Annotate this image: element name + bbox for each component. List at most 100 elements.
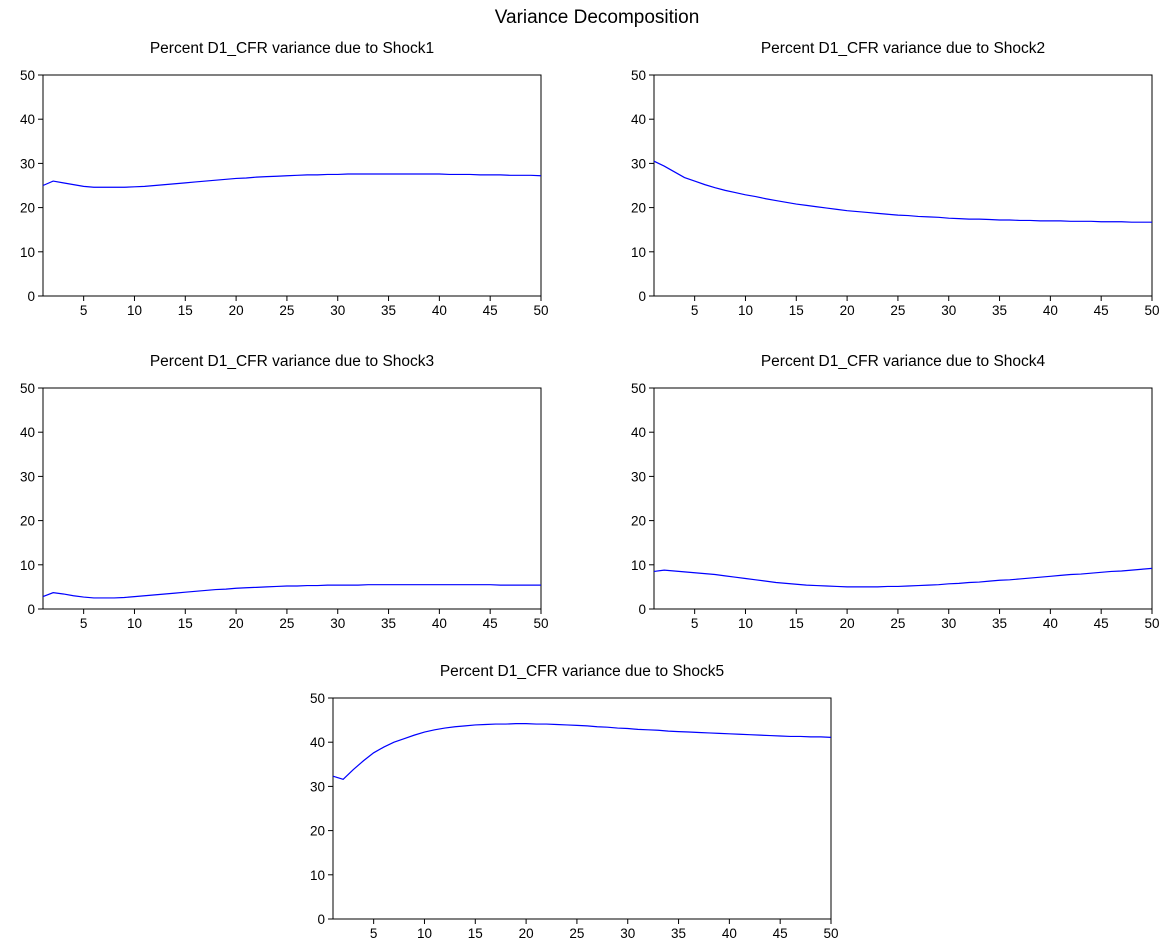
x-tick-label-1-5: 5 bbox=[80, 303, 88, 318]
y-tick-label-3-30: 30 bbox=[20, 469, 35, 484]
y-tick-label-2-20: 20 bbox=[631, 201, 646, 216]
series-line-4-1 bbox=[653, 567, 1153, 588]
y-tick-label-2-40: 40 bbox=[631, 112, 646, 127]
y-tick-label-2-50: 50 bbox=[631, 68, 646, 83]
chart-panel-2: Percent D1_CFR variance due to Shock2 0 10… bbox=[631, 40, 1160, 318]
chart-panel-4: Percent D1_CFR variance due to Shock4 0 10… bbox=[631, 353, 1160, 631]
x-tick-label-1-40: 40 bbox=[432, 303, 447, 318]
x-tick-label-2-50: 50 bbox=[1144, 303, 1159, 318]
y-tick-label-1-0: 0 bbox=[27, 289, 35, 304]
series-line-5-1 bbox=[332, 723, 832, 781]
x-tick-label-3-30: 30 bbox=[330, 616, 345, 631]
x-tick-label-5-20: 20 bbox=[519, 926, 534, 941]
y-tick-label-4-30: 30 bbox=[631, 469, 646, 484]
x-tick-label-2-5: 5 bbox=[691, 303, 699, 318]
x-tick-label-5-25: 25 bbox=[569, 926, 584, 941]
x-tick-label-1-15: 15 bbox=[178, 303, 193, 318]
x-tick-label-5-45: 45 bbox=[773, 926, 788, 941]
y-tick-label-1-50: 50 bbox=[20, 68, 35, 83]
y-tick-label-3-40: 40 bbox=[20, 425, 35, 440]
plot-frame-4 bbox=[653, 387, 1153, 610]
y-tick-label-1-40: 40 bbox=[20, 112, 35, 127]
y-tick-label-1-30: 30 bbox=[20, 156, 35, 171]
x-tick-label-2-20: 20 bbox=[840, 303, 855, 318]
y-tick-label-5-30: 30 bbox=[310, 779, 325, 794]
x-tick-label-1-25: 25 bbox=[279, 303, 294, 318]
x-tick-label-5-10: 10 bbox=[417, 926, 432, 941]
x-tick-label-3-35: 35 bbox=[381, 616, 396, 631]
y-tick-label-4-50: 50 bbox=[631, 381, 646, 396]
x-tick-label-1-20: 20 bbox=[229, 303, 244, 318]
y-tick-label-2-30: 30 bbox=[631, 156, 646, 171]
x-tick-label-4-25: 25 bbox=[890, 616, 905, 631]
x-tick-label-3-45: 45 bbox=[483, 616, 498, 631]
y-tick-label-5-50: 50 bbox=[310, 691, 325, 706]
y-tick-label-4-0: 0 bbox=[638, 602, 646, 617]
chart-panel-1: Percent D1_CFR variance due to Shock1 0 10… bbox=[20, 40, 549, 318]
x-tick-label-5-15: 15 bbox=[468, 926, 483, 941]
x-tick-label-2-45: 45 bbox=[1094, 303, 1109, 318]
y-tick-label-1-20: 20 bbox=[20, 201, 35, 216]
y-tick-label-3-50: 50 bbox=[20, 381, 35, 396]
x-tick-label-2-40: 40 bbox=[1043, 303, 1058, 318]
y-tick-label-5-40: 40 bbox=[310, 735, 325, 750]
x-tick-label-4-45: 45 bbox=[1094, 616, 1109, 631]
x-tick-label-1-35: 35 bbox=[381, 303, 396, 318]
plot-frame-1 bbox=[42, 74, 542, 297]
x-tick-label-3-25: 25 bbox=[279, 616, 294, 631]
x-tick-label-1-10: 10 bbox=[127, 303, 142, 318]
y-tick-label-3-0: 0 bbox=[27, 602, 35, 617]
x-tick-label-4-50: 50 bbox=[1144, 616, 1159, 631]
x-tick-label-2-35: 35 bbox=[992, 303, 1007, 318]
x-tick-label-4-15: 15 bbox=[789, 616, 804, 631]
y-tick-label-5-0: 0 bbox=[317, 912, 325, 927]
y-tick-label-5-10: 10 bbox=[310, 868, 325, 883]
x-tick-label-3-40: 40 bbox=[432, 616, 447, 631]
x-tick-label-3-50: 50 bbox=[533, 616, 548, 631]
figure-title: Variance Decomposition bbox=[495, 7, 700, 28]
x-tick-label-5-40: 40 bbox=[722, 926, 737, 941]
chart-title-1: Percent D1_CFR variance due to Shock1 bbox=[150, 40, 434, 57]
y-tick-label-3-10: 10 bbox=[20, 558, 35, 573]
x-tick-label-5-35: 35 bbox=[671, 926, 686, 941]
x-tick-label-2-30: 30 bbox=[941, 303, 956, 318]
x-tick-label-4-5: 5 bbox=[691, 616, 699, 631]
x-tick-label-4-35: 35 bbox=[992, 616, 1007, 631]
chart-title-2: Percent D1_CFR variance due to Shock2 bbox=[761, 40, 1045, 57]
y-tick-label-1-10: 10 bbox=[20, 245, 35, 260]
x-tick-label-1-50: 50 bbox=[533, 303, 548, 318]
y-tick-label-4-40: 40 bbox=[631, 425, 646, 440]
x-tick-label-4-20: 20 bbox=[840, 616, 855, 631]
y-tick-label-2-0: 0 bbox=[638, 289, 646, 304]
x-tick-label-5-50: 50 bbox=[823, 926, 838, 941]
plot-frame-5 bbox=[332, 697, 832, 920]
x-tick-label-3-20: 20 bbox=[229, 616, 244, 631]
x-tick-label-1-45: 45 bbox=[483, 303, 498, 318]
chart-panel-5: Percent D1_CFR variance due to Shock5 0 10… bbox=[310, 663, 839, 941]
chart-panel-3: Percent D1_CFR variance due to Shock3 0 10… bbox=[20, 353, 549, 631]
y-tick-label-2-10: 10 bbox=[631, 245, 646, 260]
x-tick-label-2-25: 25 bbox=[890, 303, 905, 318]
plot-frame-2 bbox=[653, 74, 1153, 297]
chart-title-3: Percent D1_CFR variance due to Shock3 bbox=[150, 353, 434, 370]
series-line-2-1 bbox=[653, 160, 1152, 223]
chart-title-5: Percent D1_CFR variance due to Shock5 bbox=[440, 663, 724, 680]
y-tick-label-4-10: 10 bbox=[631, 558, 646, 573]
x-tick-label-5-30: 30 bbox=[620, 926, 635, 941]
series-line-3-1 bbox=[42, 584, 541, 599]
y-tick-label-5-20: 20 bbox=[310, 824, 325, 839]
chart-title-4: Percent D1_CFR variance due to Shock4 bbox=[761, 353, 1046, 370]
x-tick-label-4-30: 30 bbox=[941, 616, 956, 631]
x-tick-label-3-5: 5 bbox=[80, 616, 88, 631]
x-tick-label-2-10: 10 bbox=[738, 303, 753, 318]
x-tick-label-4-10: 10 bbox=[738, 616, 753, 631]
x-tick-label-3-15: 15 bbox=[178, 616, 193, 631]
plot-frame-3 bbox=[42, 387, 542, 610]
y-tick-label-4-20: 20 bbox=[631, 514, 646, 529]
x-tick-label-5-5: 5 bbox=[370, 926, 378, 941]
x-tick-label-1-30: 30 bbox=[330, 303, 345, 318]
x-tick-label-4-40: 40 bbox=[1043, 616, 1058, 631]
x-tick-label-3-10: 10 bbox=[127, 616, 142, 631]
